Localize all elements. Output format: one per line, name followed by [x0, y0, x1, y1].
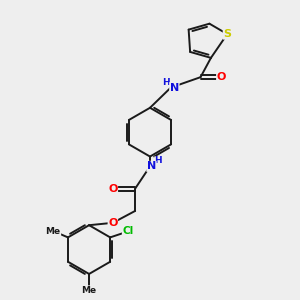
Text: O: O [217, 72, 226, 82]
Text: S: S [223, 29, 231, 39]
Text: Me: Me [82, 286, 97, 295]
Text: H: H [154, 157, 162, 166]
Text: O: O [108, 218, 118, 228]
Text: N: N [170, 82, 179, 93]
Text: O: O [108, 184, 118, 194]
Text: H: H [162, 78, 169, 87]
Text: Me: Me [46, 227, 61, 236]
Text: Cl: Cl [122, 226, 134, 236]
Text: N: N [147, 161, 156, 171]
